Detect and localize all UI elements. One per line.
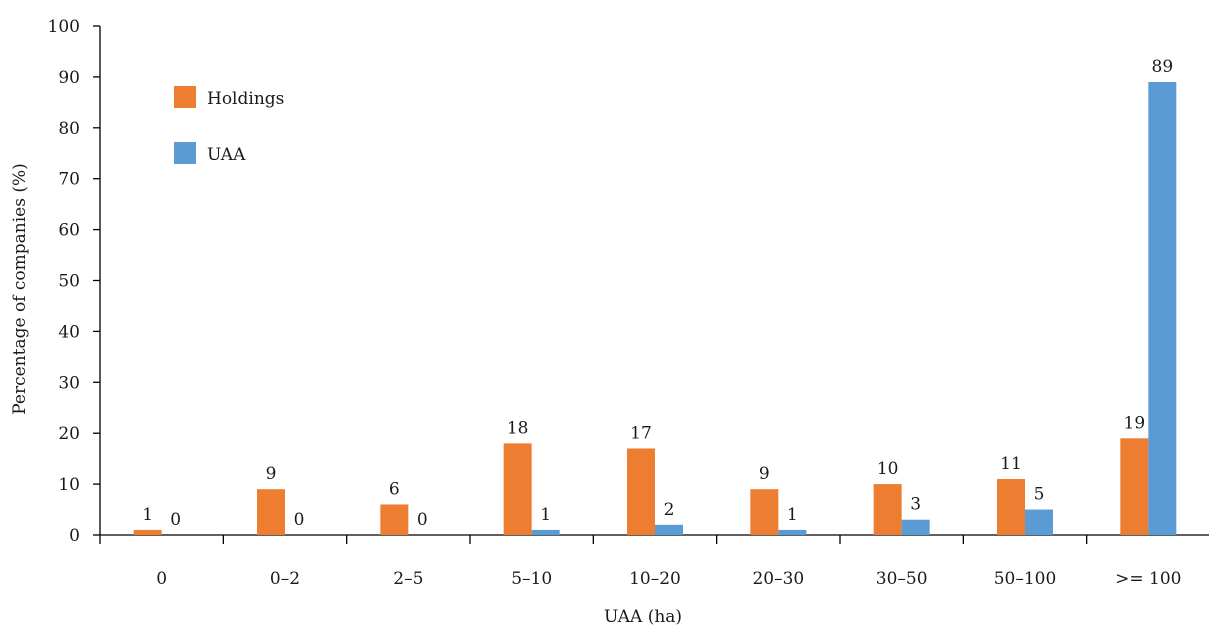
data-label-holdings: 9 <box>266 464 277 484</box>
y-tick-label: 40 <box>58 322 80 342</box>
y-tick-label: 50 <box>58 272 80 292</box>
x-tick-label: 5–10 <box>511 569 552 589</box>
x-tick-label: 20–30 <box>752 569 804 589</box>
data-label-uaa: 3 <box>910 495 921 515</box>
legend: Holdings UAA <box>174 86 284 165</box>
x-tick-label: 30–50 <box>876 569 928 589</box>
data-label-holdings: 10 <box>877 459 899 479</box>
bar-holdings <box>503 443 532 535</box>
bar-uaa <box>1025 509 1053 535</box>
x-tick-label: 50–100 <box>994 569 1057 589</box>
data-label-holdings: 6 <box>389 479 400 499</box>
x-tick-label: 2–5 <box>393 569 423 589</box>
bar-holdings <box>380 504 409 535</box>
y-tick-label: 10 <box>58 475 80 495</box>
bar-holdings <box>1120 438 1149 535</box>
data-label-uaa: 5 <box>1034 485 1045 505</box>
x-tick-label: 0–2 <box>270 569 300 589</box>
data-label-holdings: 9 <box>759 464 770 484</box>
data-label-uaa: 2 <box>664 500 675 520</box>
y-axis: 0 10 20 30 40 50 60 70 80 90 100 <box>48 17 101 546</box>
bar-holdings <box>997 479 1025 535</box>
y-tick-label: 80 <box>58 119 80 139</box>
bar-holdings <box>750 489 779 535</box>
y-tick-label: 0 <box>69 526 80 546</box>
bar-holdings <box>627 448 655 535</box>
data-label-uaa: 89 <box>1152 57 1174 77</box>
y-tick-label: 90 <box>58 68 80 88</box>
legend-swatch-uaa <box>174 142 196 164</box>
data-label-holdings: 1 <box>142 505 153 525</box>
data-label-uaa: 0 <box>417 510 428 530</box>
y-tick-label: 20 <box>58 424 80 444</box>
bar-holdings <box>873 484 902 535</box>
y-tick-label: 100 <box>48 17 80 37</box>
y-tick-label: 70 <box>58 170 80 190</box>
x-tick-label: 0 <box>156 569 167 589</box>
data-label-uaa: 1 <box>787 505 798 525</box>
data-label-uaa: 0 <box>294 510 305 530</box>
data-label-holdings: 11 <box>1000 454 1022 474</box>
bar-uaa <box>655 524 683 535</box>
bar-holdings <box>133 529 162 535</box>
y-tick-label: 60 <box>58 221 80 241</box>
legend-swatch-holdings <box>174 86 196 108</box>
legend-label-uaa: UAA <box>207 145 246 165</box>
data-label-holdings: 19 <box>1124 413 1146 433</box>
bar-uaa <box>531 529 560 535</box>
y-tick-label: 30 <box>58 373 80 393</box>
data-label-holdings: 18 <box>507 418 529 438</box>
bar-uaa <box>901 519 930 535</box>
data-label-holdings: 17 <box>630 423 652 443</box>
bar-holdings <box>257 489 285 535</box>
y-axis-title: Percentage of companies (%) <box>10 163 30 415</box>
bars <box>133 81 1177 536</box>
x-axis: 0 0–2 2–5 5–10 10–20 20–30 30–50 50–100 >= 100 <box>99 534 1209 589</box>
bar-uaa <box>778 529 807 535</box>
x-tick-label: 10–20 <box>629 569 681 589</box>
bar-uaa <box>1148 81 1177 536</box>
legend-label-holdings: Holdings <box>207 89 284 109</box>
x-tick-label: >= 100 <box>1115 569 1181 589</box>
x-axis-title: UAA (ha) <box>604 607 682 627</box>
data-label-uaa: 0 <box>170 510 181 530</box>
data-label-uaa: 1 <box>540 505 551 525</box>
